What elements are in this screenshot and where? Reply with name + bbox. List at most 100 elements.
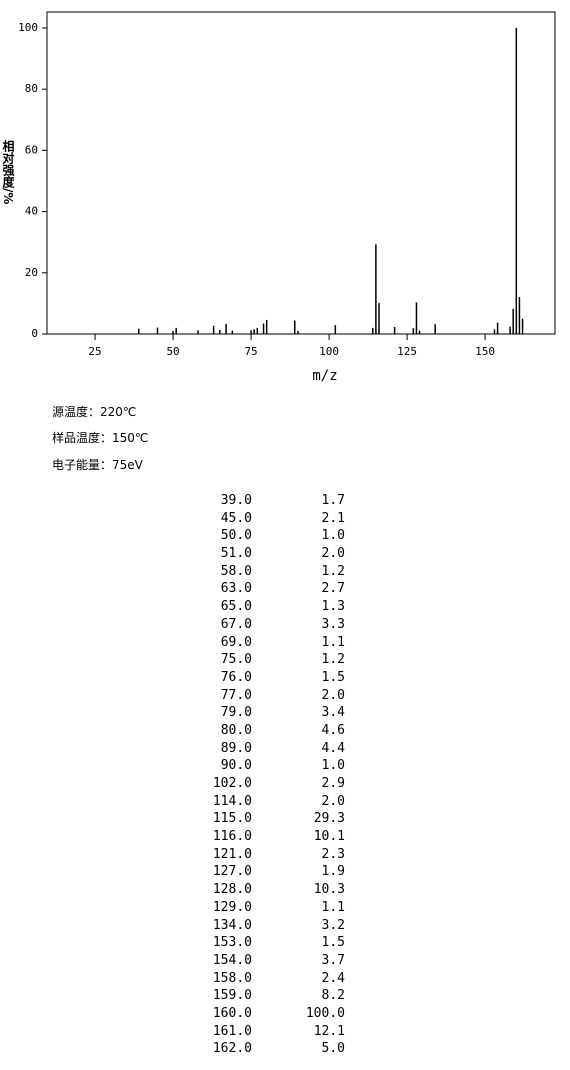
intensity-cell: 29.3 [313,811,345,827]
mz-cell: 127.0 [212,864,252,880]
table-row: 77.0 2.0 [190,687,345,705]
table-row: 134.0 3.2 [190,917,345,935]
intensity-cell: 3.7 [321,952,345,968]
table-row: 89.0 4.4 [190,740,345,758]
x-tick-label: 25 [88,345,101,358]
mz-cell: 63.0 [220,581,252,597]
mz-cell: 159.0 [212,988,252,1004]
intensity-cell: 3.4 [321,705,345,721]
info-line: 电子能量：75eV [52,458,143,472]
table-row: 159.0 8.2 [190,987,345,1005]
intensity-cell: 12.1 [313,1023,345,1039]
intensity-cell: 1.9 [321,864,345,880]
table-row: 79.0 3.4 [190,704,345,722]
table-row: 129.0 1.1 [190,899,345,917]
table-row: 50.0 1.0 [190,527,345,545]
mz-cell: 116.0 [212,829,252,845]
table-row: 160.0 100.0 [190,1005,345,1023]
y-tick-label: 20 [25,266,38,279]
mz-cell: 67.0 [220,616,252,632]
y-axis-label: 相对强度/% [1,139,15,205]
table-row: 39.0 1.7 [190,492,345,510]
mz-cell: 39.0 [220,493,252,508]
intensity-cell: 2.7 [321,581,345,597]
table-row: 158.0 2.4 [190,970,345,988]
intensity-cell: 2.4 [321,970,345,986]
mz-cell: 129.0 [212,899,252,915]
mz-cell: 80.0 [220,722,252,738]
x-tick-label: 150 [475,345,495,358]
intensity-cell: 1.2 [321,563,345,579]
mz-cell: 77.0 [220,687,252,703]
table-row: 45.0 2.1 [190,510,345,528]
intensity-cell: 5.0 [321,1041,345,1057]
intensity-cell: 4.6 [321,722,345,738]
mz-cell: 89.0 [220,740,252,756]
table-row: 51.0 2.0 [190,545,345,563]
table-row: 114.0 2.0 [190,793,345,811]
intensity-cell: 1.1 [321,634,345,650]
intensity-cell: 2.3 [321,846,345,862]
intensity-cell: 1.5 [321,669,345,685]
table-row: 65.0 1.3 [190,598,345,616]
mz-cell: 128.0 [212,882,252,898]
mz-cell: 114.0 [212,793,252,809]
table-row: 69.0 1.1 [190,634,345,652]
intensity-cell: 100.0 [305,1005,345,1021]
mz-cell: 76.0 [220,669,252,685]
mz-cell: 58.0 [220,563,252,579]
table-row: 153.0 1.5 [190,934,345,952]
y-tick-label: 80 [25,82,38,95]
intensity-cell: 1.0 [321,528,345,544]
mz-cell: 51.0 [220,546,252,562]
mz-cell: 153.0 [212,935,252,951]
table-row: 161.0 12.1 [190,1023,345,1041]
chart: m/z 相对强度/% 0 20 40 60 80 100 25 50 75 100 125 150 [1,11,556,384]
mz-cell: 121.0 [212,846,252,862]
table-row: 76.0 1.5 [190,669,345,687]
intensity-cell: 2.0 [321,546,345,562]
intensity-cell: 1.0 [321,758,345,774]
table-row: 162.0 5.0 [190,1040,345,1058]
y-tick-label: 60 [25,143,38,156]
table-row: 102.0 2.9 [190,775,345,793]
intensity-cell: 1.3 [321,599,345,615]
x-tick-label: 125 [397,345,417,358]
intensity-cell: 3.2 [321,917,345,933]
mz-cell: 102.0 [212,776,252,791]
mz-cell: 50.0 [220,528,252,544]
mz-cell: 90.0 [220,758,252,774]
x-tick-label: 50 [166,345,179,358]
intensity-cell: 10.3 [313,882,345,898]
info-line: 源温度：220℃ [52,405,137,419]
table-row: 63.0 2.7 [190,580,345,598]
y-tick-label: 0 [31,327,38,340]
y-tick-label: 40 [25,205,38,218]
intensity-cell: 8.2 [321,988,345,1004]
mz-cell: 162.0 [212,1041,252,1057]
x-tick-label: 75 [244,345,257,358]
table-row: 67.0 3.3 [190,616,345,634]
intensity-cell: 10.1 [313,829,345,845]
table-row: 90.0 1.0 [190,757,345,775]
table-row: 121.0 2.3 [190,846,345,864]
intensity-cell: 2.0 [321,687,345,703]
intensity-cell: 3.3 [321,616,345,632]
table-row: 75.0 1.2 [190,651,345,669]
intensity-cell: 1.2 [321,652,345,668]
mz-cell: 158.0 [212,970,252,986]
peak-table: 39.0 1.7 45.0 2.1 50.0 1.0 51.0 2.0 58.0 1.2 63.0 2… [190,492,345,1058]
intensity-cell: 2.9 [321,776,345,791]
table-row: 127.0 1.9 [190,863,345,881]
mz-cell: 115.0 [212,811,252,827]
table-row: 116.0 10.1 [190,828,345,846]
mz-cell: 134.0 [212,917,252,933]
mz-cell: 160.0 [212,1005,252,1021]
mz-cell: 69.0 [220,634,252,650]
intensity-cell: 1.1 [321,899,345,915]
mz-cell: 75.0 [220,652,252,668]
intensity-cell: 2.1 [321,510,345,526]
table-row: 115.0 29.3 [190,810,345,828]
info-line: 样品温度：150℃ [52,431,149,445]
